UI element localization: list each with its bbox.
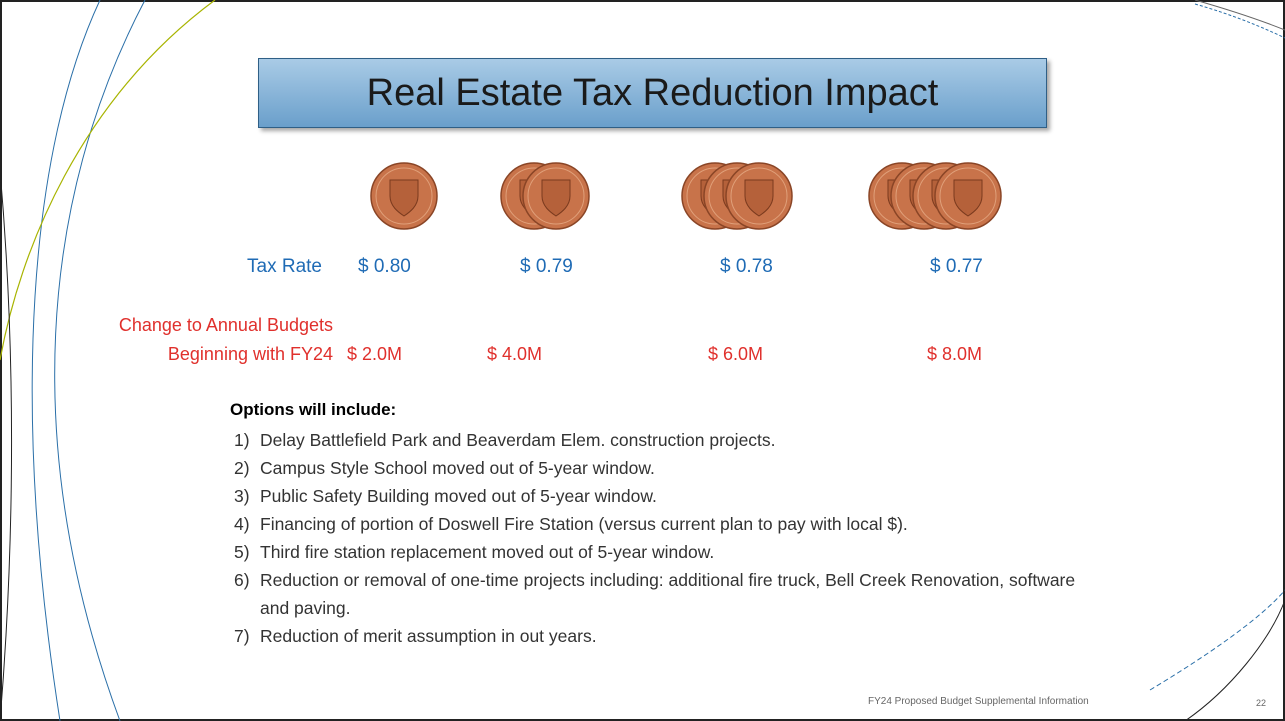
- change-label: Change to Annual Budgets: [118, 315, 333, 335]
- options-heading: Options will include:: [230, 400, 397, 419]
- option-item: 7) Reduction of merit assumption in out y…: [230, 622, 1110, 650]
- footer: FY24 Proposed Budget Supplemental Inform…: [868, 696, 1089, 707]
- coin: [375, 167, 433, 225]
- coin: [744, 179, 774, 217]
- option-item: 3) Public Safety Building moved out of 5-…: [230, 482, 1110, 510]
- tax-rate: $ 0.78: [720, 256, 773, 277]
- curve: [0, 0, 216, 361]
- option-text: Third fire station replacement moved out…: [260, 542, 715, 562]
- option-text: Reduction or removal of one-time project…: [260, 570, 1076, 618]
- options: Options will include: 1) Delay Battlefiel…: [230, 400, 1110, 650]
- option-number: 5): [234, 542, 250, 562]
- option-item: 2) Campus Style School moved out of 5-yea…: [230, 454, 1110, 482]
- option-item: 6) Reduction or removal of one-time proje…: [230, 566, 1110, 622]
- option-number: 4): [234, 514, 250, 534]
- option-text: Public Safety Building moved out of 5-ye…: [260, 486, 657, 506]
- budget-change: $ 4.0M: [487, 344, 543, 364]
- option-number: 6): [234, 570, 250, 590]
- budget-change: $ 6.0M: [708, 344, 764, 364]
- title: Real Estate Tax Reduction Impact: [258, 58, 1047, 128]
- curve: [1184, 599, 1285, 721]
- coin: [541, 179, 571, 217]
- coin: [527, 167, 585, 225]
- option-number: 2): [234, 458, 250, 478]
- curve: [1194, 3, 1285, 39]
- coin: [939, 167, 997, 225]
- tax-rate: $ 0.80: [358, 256, 411, 277]
- coin: [953, 179, 983, 217]
- curve: [54, 0, 146, 721]
- budget-change: $ 2.0M: [347, 344, 403, 364]
- tax-rate: $ 0.79: [520, 256, 573, 277]
- curve: [31, 0, 101, 721]
- tax-rate: $ 0.77: [930, 256, 983, 277]
- option-number: 3): [234, 486, 250, 506]
- option-item: 4) Financing of portion of Doswell Fire S…: [230, 510, 1110, 538]
- tax-rate-label: Tax Rate: [247, 256, 322, 277]
- curve: [0, 169, 13, 721]
- coins: [370, 162, 1002, 230]
- option-item: 1) Delay Battlefield Park and Beaverdam E…: [230, 426, 1110, 454]
- option-text: Campus Style School moved out of 5-year …: [260, 458, 655, 478]
- coin: [389, 179, 419, 217]
- option-number: 7): [234, 626, 250, 646]
- option-text: Reduction of merit assumption in out yea…: [260, 626, 597, 646]
- option-item: 5) Third fire station replacement moved o…: [230, 538, 1110, 566]
- curve: [1194, 0, 1285, 31]
- budget-change: $ 8.0M: [927, 344, 983, 364]
- coin: [730, 167, 788, 225]
- change-label: Beginning with FY24: [167, 344, 333, 364]
- curve: [1149, 589, 1285, 691]
- option-number: 1): [234, 430, 250, 450]
- option-text: Financing of portion of Doswell Fire Sta…: [260, 514, 908, 534]
- page-number: 22: [1256, 698, 1267, 708]
- options-list: 1) Delay Battlefield Park and Beaverdam E…: [230, 426, 1110, 650]
- option-text: Delay Battlefield Park and Beaverdam Ele…: [260, 430, 776, 450]
